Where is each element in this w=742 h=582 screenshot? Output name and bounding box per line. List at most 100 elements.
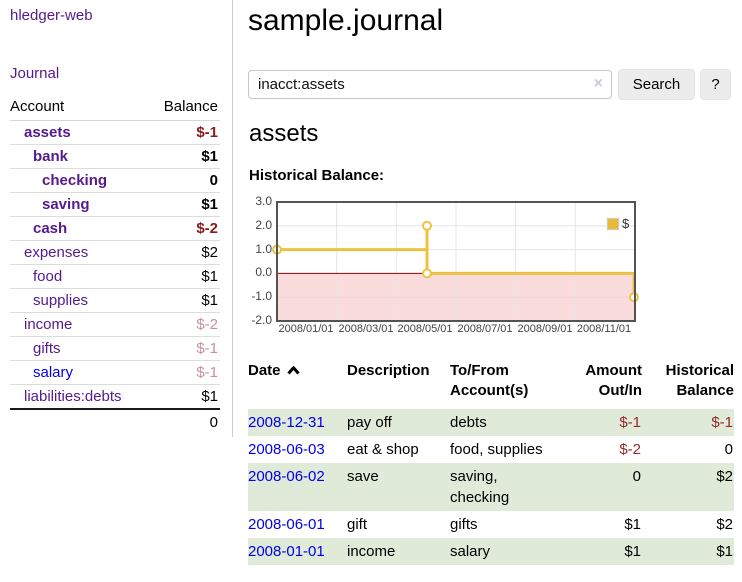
description-column-header: Description [347,362,430,379]
date-header-label: Date [248,362,281,379]
balance-column-header: Historical Balance [665,362,734,399]
date-column-header[interactable]: Date [248,361,347,409]
account-link-food[interactable]: food [33,268,63,285]
account-link-expenses[interactable]: expenses [24,244,89,261]
account-heading: assets [249,120,319,147]
account-balance: $-2 [150,312,220,337]
account-link-cash[interactable]: cash [33,220,68,237]
transaction-amount: $-2 [619,441,641,458]
accounts-table-header: Account Balance [10,94,220,121]
account-row: gifts $-1 [10,336,220,361]
main-content: sample.journal × Search ? assets Histori… [248,0,735,582]
chart-y-axis-labels: 3.0 2.0 1.0 0.0 -1.0 -2.0 [248,195,272,327]
transaction-amount: $1 [624,516,641,533]
transaction-date-link[interactable]: 2008-12-31 [248,414,325,431]
transaction-accounts: saving, checking [450,468,510,506]
chart-plot-area [272,201,639,322]
register-row: 2008-06-03 eat & shop food, supplies $-2… [248,436,734,463]
transaction-balance: $1 [716,543,733,560]
account-row: expenses $2 [10,240,220,265]
account-row: income $-2 [10,312,220,337]
account-column-header: Account [10,94,151,121]
transaction-date-link[interactable]: 2008-01-01 [248,543,325,560]
account-link-bank[interactable]: bank [33,148,69,165]
transaction-balance: 0 [724,441,733,458]
historical-balance-chart: 3.0 2.0 1.0 0.0 -1.0 -2.0 [248,195,735,342]
sort-ascending-icon [286,365,300,375]
legend-label: $ [622,216,630,231]
account-link-income[interactable]: income [24,316,73,333]
register-row: 2008-06-02 save saving, checking 0 $2 [248,463,734,511]
register-header-row: Date Description To/From Account(s) Amou… [248,361,734,409]
transaction-balance: $-1 [711,414,733,431]
y-tick-label: -2.0 [251,313,272,327]
account-balance: $-1 [150,360,220,385]
register-table: Date Description To/From Account(s) Amou… [248,361,734,565]
account-balance: $1 [150,144,220,169]
balance-column-header: Balance [150,94,220,121]
account-link-checking[interactable]: checking [42,172,108,189]
legend-swatch-icon [606,216,620,231]
accounts-total-value: 0 [150,408,220,434]
x-tick-label: 2008/01/01 [278,323,334,335]
account-balance: $1 [150,192,220,217]
search-input[interactable] [248,70,612,99]
account-link-salary[interactable]: salary [33,364,74,381]
accounts-total-row: 0 [10,408,220,434]
account-balance: $-2 [150,216,220,241]
x-tick-label: 2008/11/01 [576,323,632,335]
account-link-gifts[interactable]: gifts [33,340,61,357]
account-balance: $1 [150,288,220,313]
transaction-date-link[interactable]: 2008-06-01 [248,516,325,533]
transaction-accounts: debts [450,414,487,431]
account-row: food $1 [10,264,220,289]
x-tick-label: 2008/07/01 [457,323,513,335]
account-row: assets $-1 [10,120,220,145]
account-link-assets[interactable]: assets [24,124,71,141]
search-box: × [248,70,612,99]
register-row: 2008-12-31 pay off debts $-1 $-1 [248,409,734,436]
sidebar-divider [232,0,233,437]
register-row: 2008-01-01 income salary $1 $1 [248,538,734,565]
transaction-description: pay off [347,414,392,431]
transaction-balance: $2 [716,468,733,485]
y-tick-label: 1.0 [255,242,272,256]
transaction-accounts: food, supplies [450,441,543,458]
help-button[interactable]: ? [700,69,731,100]
transaction-amount: 0 [632,468,641,485]
account-row: liabilities:debts $1 [10,384,220,410]
account-balance: $1 [150,384,220,410]
sidebar-item-journal[interactable]: Journal [10,65,60,82]
transaction-description: gift [347,516,368,533]
account-balance: $-1 [150,120,220,145]
transaction-amount: $1 [624,543,641,560]
amount-column-header: Amount Out/In [585,362,642,399]
y-tick-label: 0.0 [255,265,272,279]
transaction-description: eat & shop [347,441,419,458]
search-button[interactable]: Search [618,69,695,100]
account-balance: $-1 [150,336,220,361]
transaction-balance: $2 [716,516,733,533]
y-tick-label: 3.0 [255,194,272,208]
transaction-date-link[interactable]: 2008-06-02 [248,468,325,485]
chart-title: Historical Balance: [249,167,385,184]
account-link-supplies[interactable]: supplies [33,292,89,309]
transaction-date-link[interactable]: 2008-06-03 [248,441,325,458]
account-link-liabilities-debts[interactable]: liabilities:debts [24,388,122,405]
chart-border [276,201,636,322]
transaction-accounts: gifts [450,516,478,533]
account-link-saving[interactable]: saving [42,196,90,213]
clear-search-icon[interactable]: × [593,75,603,92]
accounts-table: Account Balance assets $-1 bank $1 check… [10,94,220,434]
search-bar: × Search ? [248,69,735,100]
brand-link[interactable]: hledger-web [10,7,93,24]
x-tick-label: 2008/03/01 [338,323,394,335]
account-row: checking 0 [10,168,220,193]
account-row: cash $-2 [10,216,220,241]
tofrom-column-header: To/From Account(s) [450,362,529,399]
transaction-description: income [347,543,396,560]
page-title: sample.journal [248,4,444,37]
x-tick-label: 2008/09/01 [517,323,573,335]
account-row: supplies $1 [10,288,220,313]
transaction-description: save [347,468,379,485]
